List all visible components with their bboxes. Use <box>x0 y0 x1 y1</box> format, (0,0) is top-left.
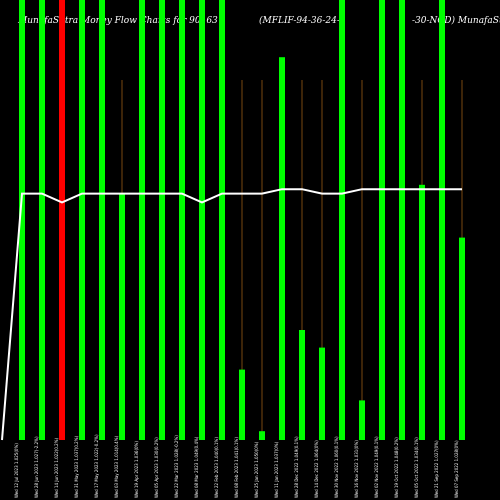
bar <box>179 0 185 440</box>
bar <box>159 0 165 440</box>
bar <box>459 237 465 440</box>
bar <box>439 0 445 440</box>
money-flow-line-group <box>1 188 462 441</box>
x-tick-label: Wed 16 Nov 2022 1.031(0%) <box>354 440 359 498</box>
bar <box>19 0 25 440</box>
bar <box>139 0 145 440</box>
bar <box>339 0 345 440</box>
bar <box>199 0 205 440</box>
x-axis-labels: Wed 12 Jul 2023 1.025(0%) Wed 28 Jun 2023… <box>14 434 459 498</box>
chart-title-left: MunafaSutra Money Flow Charts for 90163 <box>17 16 218 26</box>
x-tick-label: Wed 11 Jan 2023 1.037(0%) <box>274 441 279 498</box>
x-tick-label: Wed 05 Oct 2022 1.034(0.1%) <box>414 437 419 498</box>
x-tick-label: Wed 07 Sep 2022 1.028(0%) <box>454 440 459 498</box>
chart-title-center: (MFLIF-94-36-24-2 <box>259 15 346 26</box>
x-tick-label: Wed 25 Jan 2023 1.050(0%) <box>254 441 259 498</box>
bars <box>19 0 465 440</box>
bar <box>39 0 45 440</box>
bar <box>319 347 325 440</box>
x-tick-label: Wed 08 Feb 2023 1.041(0.1%) <box>234 437 239 498</box>
x-tick-label: Wed 31 May 2023 1.037(0.2%) <box>74 435 79 498</box>
bar <box>359 400 365 440</box>
x-tick-label: Wed 12 Jul 2023 1.025(0%) <box>14 443 19 498</box>
x-tick-label: Wed 21 Sep 2022 1.027(0%) <box>434 440 439 498</box>
x-tick-label: Wed 22 Feb 2023 1.040(0.1%) <box>214 437 219 498</box>
bar <box>379 0 385 440</box>
money-flow-line <box>1 188 462 441</box>
x-tick-label: Wed 17 May 2023 1.022(-0.2%) <box>94 434 99 498</box>
bar <box>219 0 225 440</box>
bar <box>59 0 65 440</box>
x-tick-label: Wed 30 Nov 2022 1.060(0.1%) <box>334 436 339 498</box>
x-tick-label: Wed 08 Mar 2023 1.049(0.4%) <box>194 436 199 498</box>
chart-title: MunafaSutra Money Flow Charts for 90163 … <box>17 15 500 26</box>
bar <box>279 57 285 440</box>
x-tick-label: Wed 14 Jun 2023 1.022(0.2%) <box>54 438 59 499</box>
bar <box>99 0 105 440</box>
x-tick-label: Wed 22 Mar 2023 1.028(-0.2%) <box>174 435 179 498</box>
bar <box>259 431 265 440</box>
x-tick-label: Wed 28 Dec 2022 1.049(0.1%) <box>294 436 299 498</box>
bar <box>239 369 245 440</box>
chart-title-right: -30-NCD) MunafaSutra.com <box>412 15 500 26</box>
bar <box>79 0 85 440</box>
bar <box>399 0 405 440</box>
x-tick-label: Wed 19 Oct 2022 1.048(0.2%) <box>394 437 399 498</box>
bar <box>419 184 425 440</box>
x-tick-label: Wed 14 Dec 2022 1.064(0%) <box>314 440 319 498</box>
x-tick-label: Wed 03 May 2023 1.014(0.4%) <box>114 435 119 498</box>
x-tick-label: Wed 02 Nov 2022 1.049(0.1%) <box>374 436 379 498</box>
x-tick-label: Wed 05 Apr 2023 1.030(0.2%) <box>154 437 159 498</box>
bar <box>119 193 125 440</box>
x-tick-label: Wed 19 Apr 2023 1.036(0%) <box>134 441 139 498</box>
bar <box>299 330 305 440</box>
x-tick-label: Wed 28 Jun 2023 1.027(-2.2%) <box>34 436 39 498</box>
